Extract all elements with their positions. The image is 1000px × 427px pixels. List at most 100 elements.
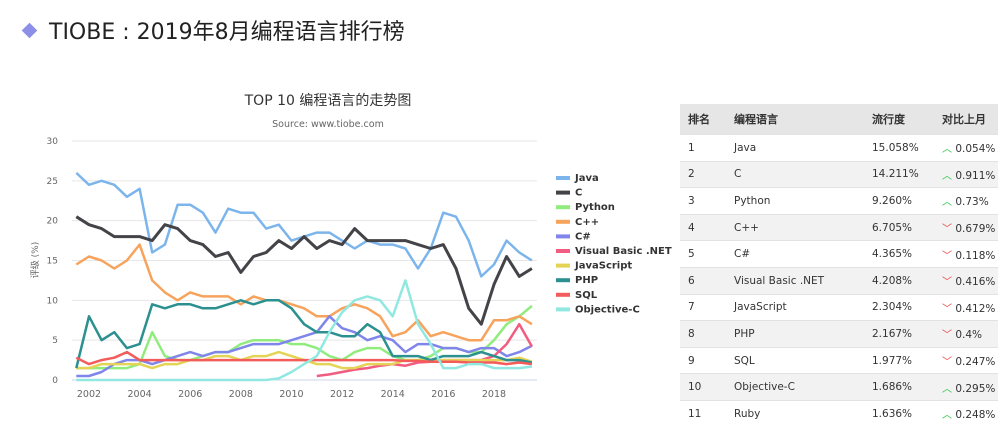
legend-swatch xyxy=(556,307,570,312)
rank-cell: 5 xyxy=(680,240,726,268)
table-header-row: 排名 编程语言 流行度 对比上月 xyxy=(680,104,998,135)
legend-swatch xyxy=(556,219,570,224)
popularity-cell: 6.705% xyxy=(864,213,934,241)
change-cell: ︿ 0.911% xyxy=(934,160,998,188)
y-axis-label: 评级 (%) xyxy=(29,242,41,278)
chevron-down-icon: ﹀ xyxy=(942,250,952,262)
legend-item: Python xyxy=(575,202,615,213)
header-language: 编程语言 xyxy=(726,104,864,135)
legend-swatch xyxy=(556,176,570,180)
header-change: 对比上月 xyxy=(934,104,998,135)
change-cell: ︿ 0.054% xyxy=(934,134,998,162)
x-tick-label: 2012 xyxy=(330,389,354,400)
popularity-cell: 2.304% xyxy=(864,293,934,321)
popularity-cell: 2.167% xyxy=(864,320,934,348)
table-row: 1 Java 15.058% ︿ 0.054% xyxy=(680,134,998,162)
rank-cell: 4 xyxy=(680,213,726,241)
table-row: 3 Python 9.260% ︿ 0.73% xyxy=(680,187,998,215)
chevron-up-icon: ︿ xyxy=(942,410,952,422)
popularity-cell: 9.260% xyxy=(864,187,934,215)
x-tick-label: 2008 xyxy=(229,389,253,400)
y-tick-label: 5 xyxy=(52,336,58,346)
change-cell: ﹀ 0.247% xyxy=(934,346,998,374)
change-cell: ﹀ 0.679% xyxy=(934,213,998,241)
change-cell: ﹀ 0.4% xyxy=(934,320,998,348)
rank-cell: 6 xyxy=(680,266,726,295)
language-cell: Java xyxy=(726,134,864,162)
change-cell: ﹀ 0.416% xyxy=(934,266,998,295)
chevron-down-icon: ﹀ xyxy=(942,303,952,315)
x-tick-label: 2018 xyxy=(482,389,506,400)
legend-item: PHP xyxy=(575,275,598,286)
series-line-php xyxy=(75,299,533,369)
legend-item: C++ xyxy=(575,217,599,228)
popularity-cell: 1.686% xyxy=(864,373,934,401)
change-cell: ︿ 0.295% xyxy=(934,373,998,401)
table-row: 6 Visual Basic .NET 4.208% ﹀ 0.416% xyxy=(680,266,998,295)
x-tick-label: 2004 xyxy=(127,389,151,400)
chevron-up-icon: ︿ xyxy=(942,144,952,156)
rank-cell: 11 xyxy=(680,399,726,427)
y-tick-label: 20 xyxy=(47,217,59,227)
legend-swatch xyxy=(556,263,570,268)
chevron-up-icon: ︿ xyxy=(942,170,952,182)
x-tick-label: 2006 xyxy=(178,389,202,400)
change-value: 0.295% xyxy=(955,382,996,395)
legend-swatch xyxy=(556,292,570,297)
change-value: 0.911% xyxy=(955,169,996,182)
chart-title: TOP 10 编程语言的走势图 xyxy=(244,93,412,109)
rank-cell: 2 xyxy=(680,160,726,188)
change-value: 0.248% xyxy=(955,409,996,422)
header-popularity: 流行度 xyxy=(864,104,934,135)
y-tick-label: 0 xyxy=(52,376,58,386)
table-row: 4 C++ 6.705% ﹀ 0.679% xyxy=(680,213,998,241)
change-value: 0.412% xyxy=(955,302,996,315)
legend-item: SQL xyxy=(575,290,598,301)
table-row: 5 C# 4.365% ﹀ 0.118% xyxy=(680,240,998,268)
series-line-sql xyxy=(75,350,533,366)
table-row: 9 SQL 1.977% ﹀ 0.247% xyxy=(680,346,998,374)
legend-item: JavaScript xyxy=(574,261,632,272)
legend-swatch xyxy=(556,249,570,253)
rank-cell: 10 xyxy=(680,373,726,401)
chevron-down-icon: ﹀ xyxy=(942,224,952,236)
popularity-cell: 14.211% xyxy=(864,160,934,188)
rank-cell: 7 xyxy=(680,293,726,321)
chevron-down-icon: ﹀ xyxy=(942,330,952,342)
series-line-c- xyxy=(76,315,533,378)
series-line-c- xyxy=(75,243,533,342)
legend-item: C# xyxy=(575,231,591,242)
ranking-table: 排名 编程语言 流行度 对比上月 1 Java 15.058% ︿ 0.054%… xyxy=(680,104,998,427)
rank-cell: 1 xyxy=(680,134,726,162)
rank-cell: 3 xyxy=(680,187,726,215)
legend-swatch xyxy=(556,205,570,210)
language-cell: Visual Basic .NET xyxy=(726,266,864,295)
slide-title-text: TIOBE : 2019年8月编程语言排行榜 xyxy=(49,20,405,45)
table-row: 10 Objective-C 1.686% ︿ 0.295% xyxy=(680,373,998,401)
change-cell: ﹀ 0.412% xyxy=(934,293,998,321)
x-tick-label: 2010 xyxy=(279,389,303,400)
y-tick-label: 10 xyxy=(47,296,59,306)
series-line-objective-c xyxy=(76,279,533,382)
slide-title: TIOBE : 2019年8月编程语言排行榜 xyxy=(20,14,405,46)
chevron-up-icon: ︿ xyxy=(942,383,952,395)
legend-item: Visual Basic .NET xyxy=(575,246,672,257)
change-value: 0.247% xyxy=(955,356,996,369)
change-value: 0.73% xyxy=(955,196,989,209)
y-tick-label: 30 xyxy=(47,137,59,147)
legend-item: Objective-C xyxy=(575,304,640,315)
popularity-cell: 1.977% xyxy=(864,346,934,374)
x-tick-label: 2002 xyxy=(77,389,101,400)
change-cell: ﹀ 0.118% xyxy=(934,240,998,268)
language-cell: JavaScript xyxy=(726,293,864,321)
rank-cell: 9 xyxy=(680,346,726,374)
language-cell: C# xyxy=(726,240,864,268)
rank-cell: 8 xyxy=(680,320,726,348)
change-value: 0.679% xyxy=(955,223,996,236)
language-cell: C++ xyxy=(726,213,864,241)
legend-swatch xyxy=(556,234,570,239)
change-cell: ︿ 0.73% xyxy=(934,187,998,215)
x-tick-label: 2016 xyxy=(431,389,455,400)
trend-chart: TOP 10 编程语言的走势图 Source: www.tiobe.com 评级 (… xyxy=(29,93,672,400)
change-value: 0.4% xyxy=(955,329,983,342)
